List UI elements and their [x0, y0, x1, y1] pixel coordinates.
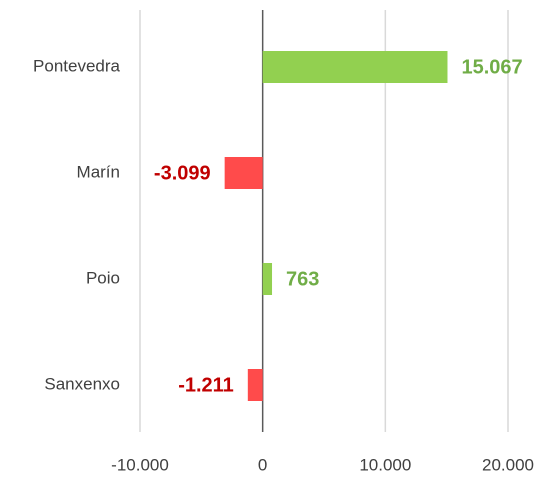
bar [247, 369, 263, 401]
category-label: Pontevedra [33, 56, 120, 75]
value-label: -1.211 [178, 374, 234, 396]
value-label: 15.067 [461, 56, 522, 78]
x-tick-label: 0 [258, 455, 267, 474]
value-label: -3.099 [154, 162, 211, 184]
x-tick-label: -10.000 [111, 455, 169, 474]
category-label: Marín [77, 162, 120, 181]
x-tick-label: 20.000 [482, 455, 534, 474]
bar [262, 51, 448, 83]
category-label: Sanxenxo [44, 374, 120, 393]
bar [224, 157, 263, 189]
x-tick-label: 10.000 [359, 455, 411, 474]
bar [262, 263, 273, 295]
category-label: Poio [86, 268, 120, 287]
value-label: 763 [286, 268, 319, 290]
